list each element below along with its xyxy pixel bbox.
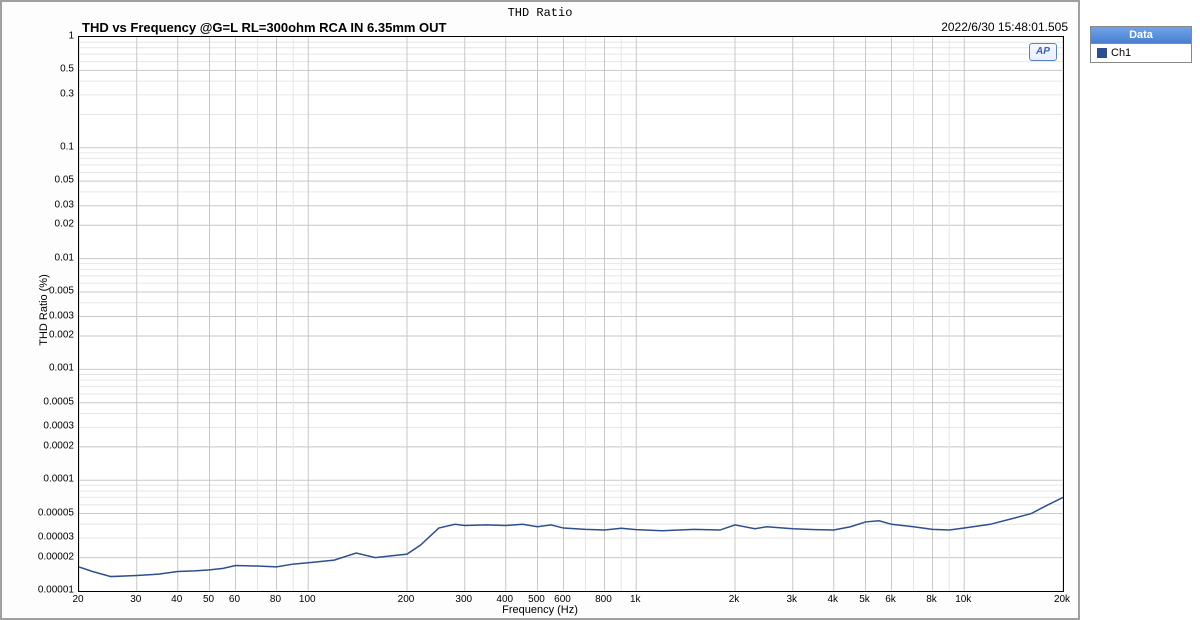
y-tick-label: 0.001	[14, 363, 74, 374]
y-tick-label: 0.02	[14, 219, 74, 230]
y-tick-label: 0.00001	[14, 585, 74, 596]
plot-area: AP	[78, 36, 1064, 592]
y-tick-label: 0.0003	[14, 421, 74, 432]
chart-container: THD Ratio THD vs Frequency @G=L RL=300oh…	[0, 0, 1080, 620]
y-tick-label: 0.03	[14, 199, 74, 210]
y-tick-label: 0.0005	[14, 396, 74, 407]
y-tick-label: 0.0002	[14, 440, 74, 451]
y-tick-label: 0.05	[14, 175, 74, 186]
chart-subtitle: THD vs Frequency @G=L RL=300ohm RCA IN 6…	[82, 20, 447, 35]
y-tick-label: 0.00003	[14, 532, 74, 543]
gridlines	[79, 37, 1063, 591]
y-tick-label: 0.005	[14, 285, 74, 296]
y-tick-label: 1	[14, 31, 74, 42]
x-axis-label: Frequency (Hz)	[2, 604, 1078, 616]
plot-svg	[79, 37, 1063, 591]
ap-logo-badge: AP	[1029, 43, 1057, 61]
y-tick-label: 0.00005	[14, 507, 74, 518]
y-tick-label: 0.0001	[14, 474, 74, 485]
y-tick-label: 0.1	[14, 141, 74, 152]
y-tick-label: 0.5	[14, 64, 74, 75]
legend-swatch	[1097, 48, 1107, 58]
legend-panel: Data Ch1	[1090, 26, 1192, 63]
y-tick-label: 0.003	[14, 310, 74, 321]
legend-header: Data	[1091, 27, 1191, 44]
chart-header-title: THD Ratio	[2, 6, 1078, 20]
legend-body: Ch1	[1091, 44, 1191, 62]
legend-item-label: Ch1	[1111, 47, 1131, 59]
y-tick-label: 0.3	[14, 88, 74, 99]
chart-timestamp: 2022/6/30 15:48:01.505	[941, 20, 1068, 34]
y-tick-label: 0.01	[14, 252, 74, 263]
y-tick-label: 0.00002	[14, 551, 74, 562]
data-series-line	[79, 497, 1063, 576]
legend-item: Ch1	[1091, 44, 1191, 62]
y-tick-label: 0.002	[14, 330, 74, 341]
